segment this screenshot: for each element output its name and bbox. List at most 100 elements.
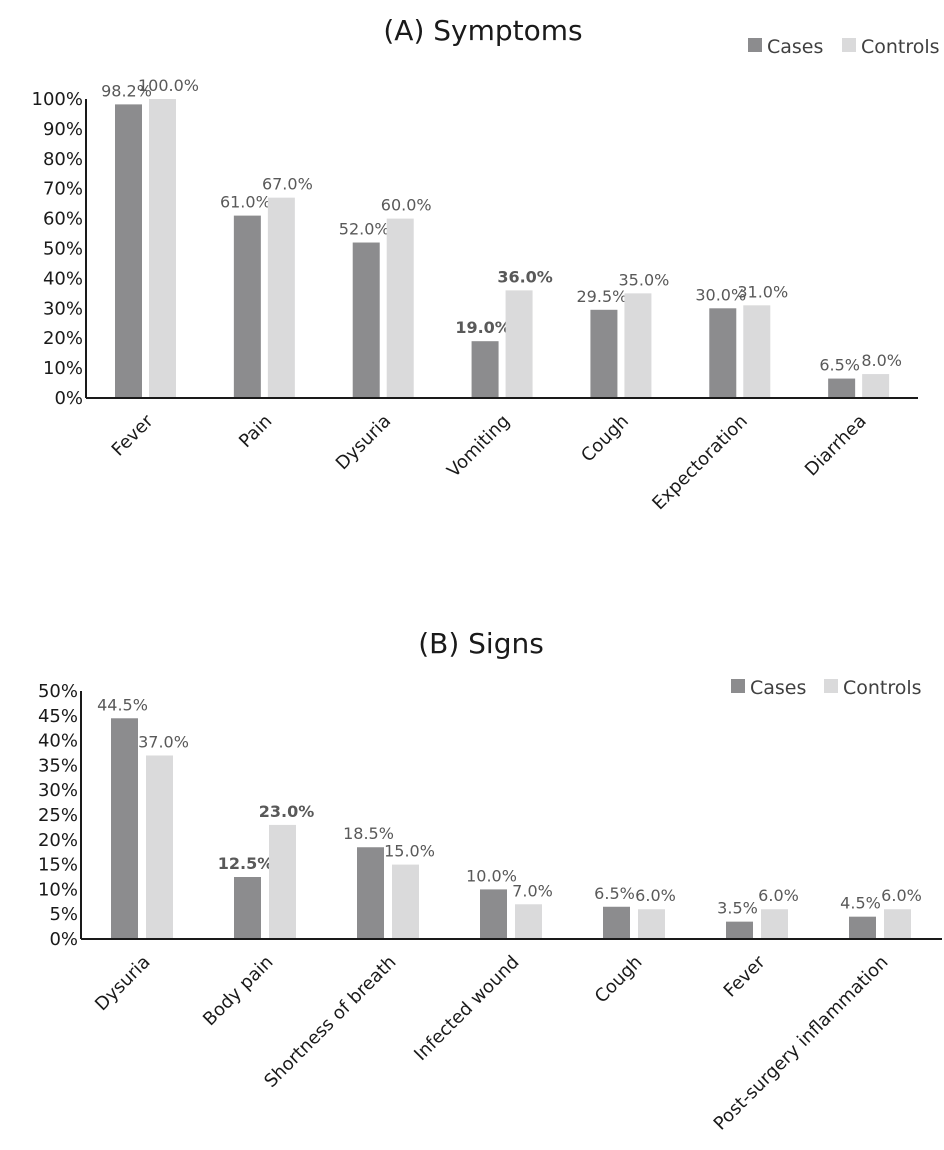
y-tick-label: 10% [38, 879, 78, 900]
data-label: 60.0% [381, 196, 432, 215]
y-tick-label: 15% [38, 855, 78, 876]
y-tick-label: 30% [38, 780, 78, 801]
bar-cases [357, 847, 384, 939]
data-label: 44.5% [97, 695, 148, 714]
legend-label-cases: Cases [767, 36, 823, 58]
bar-controls [743, 305, 771, 398]
data-label: 8.0% [861, 351, 902, 370]
bar-controls [862, 374, 890, 398]
category-label: Cough [577, 411, 633, 467]
bar-controls [149, 99, 176, 398]
y-tick-label: 40% [43, 268, 83, 289]
bar-cases [590, 309, 618, 398]
plot-area: 0% 5% 10% 15% 20% 25% 30% 35% 40% 45% 50% 44.5% 37.0… [38, 681, 942, 1135]
bar-cases [233, 215, 261, 398]
bar-controls [638, 909, 665, 939]
category-label: Body pain [199, 952, 278, 1031]
legend-label-controls: Controls [843, 677, 922, 699]
data-label: 6.5% [594, 884, 635, 903]
bar-controls [146, 755, 173, 939]
data-label: 23.0% [259, 802, 315, 821]
bar-cases [480, 889, 507, 939]
y-tick-label: 50% [38, 681, 78, 702]
data-label: 3.5% [717, 899, 758, 918]
bar-controls [624, 293, 652, 398]
legend-swatch-cases [748, 38, 762, 52]
data-label: 7.0% [512, 881, 553, 900]
y-tick-label: 40% [38, 731, 78, 752]
data-label: 6.0% [635, 886, 676, 905]
bar-cases [352, 242, 380, 398]
category-label: Dysuria [332, 411, 395, 474]
signs-chart: (B) Signs Cases Controls 0% 5% 10% 15% 20% 25… [38, 627, 942, 1135]
bar-cases [828, 378, 856, 398]
y-tick-label: 60% [43, 209, 83, 230]
legend-swatch-controls [842, 38, 856, 52]
bar-cases [471, 341, 499, 398]
data-label: 67.0% [262, 175, 313, 194]
bar-controls [386, 218, 414, 398]
bar-cases [849, 916, 876, 939]
data-label: 15.0% [384, 842, 435, 861]
y-tick-label: 100% [32, 89, 83, 110]
bar-controls [515, 904, 542, 939]
y-tick-label: 30% [43, 298, 83, 319]
data-label: 19.0% [455, 318, 511, 337]
legend-swatch-controls [824, 679, 838, 693]
y-tick-label: 80% [43, 149, 83, 170]
y-tick-label: 0% [54, 388, 83, 409]
data-label: 30.0% [695, 285, 746, 304]
legend: Cases Controls [748, 36, 940, 58]
data-label: 6.0% [881, 886, 922, 905]
category-label: Pain [235, 411, 276, 452]
data-label: 12.5% [218, 854, 274, 873]
data-label: 37.0% [138, 732, 189, 751]
y-tick-label: 10% [43, 358, 83, 379]
y-tick-label: 5% [49, 904, 78, 925]
bar-cases [234, 877, 261, 939]
y-tick-label: 20% [43, 328, 83, 349]
bar-cases [709, 308, 737, 398]
bar-cases [115, 104, 142, 398]
legend: Cases Controls [731, 677, 922, 699]
plot-area: 0% 10% 20% 30% 40% 50% 60% 70% 80% 90% 100% 98.2%10… [32, 76, 918, 514]
bar-controls [884, 909, 911, 939]
bar-controls [269, 824, 296, 939]
legend-label-cases: Cases [750, 677, 806, 699]
category-label: Fever [108, 410, 158, 460]
data-label: 31.0% [737, 282, 788, 301]
legend-swatch-cases [731, 679, 745, 693]
y-tick-label: 35% [38, 755, 78, 776]
bar-controls [267, 197, 295, 398]
bar-controls [392, 864, 419, 939]
data-label: 35.0% [619, 270, 670, 289]
category-label: Fever [720, 951, 770, 1001]
data-label: 10.0% [466, 866, 517, 885]
data-label: 6.5% [819, 356, 860, 375]
data-label: 100.0% [138, 76, 199, 95]
data-label: 52.0% [339, 220, 390, 239]
data-label: 4.5% [840, 894, 881, 913]
bar-cases [603, 906, 630, 939]
chart-title: (B) Signs [418, 627, 544, 660]
category-label: Infected wound [410, 952, 523, 1065]
y-tick-label: 70% [43, 179, 83, 200]
data-label: 18.5% [343, 824, 394, 843]
category-label: Expectoration [648, 411, 752, 515]
category-label: Dysuria [91, 952, 154, 1015]
bar-cases [111, 718, 138, 939]
category-label: Vomiting [443, 411, 514, 482]
chart-title: (A) Symptoms [383, 14, 582, 47]
symptoms-chart: (A) Symptoms Cases Controls 0% 10% 20% 30% 4… [32, 14, 940, 514]
category-label: Shortness of breath [260, 952, 400, 1092]
data-label: 6.0% [758, 886, 799, 905]
y-tick-label: 45% [38, 706, 78, 727]
legend-label-controls: Controls [861, 36, 940, 58]
bar-controls [761, 909, 788, 939]
data-label: 36.0% [497, 267, 553, 286]
y-tick-label: 20% [38, 830, 78, 851]
bar-cases [726, 921, 753, 939]
category-label: Cough [591, 952, 647, 1008]
y-tick-label: 25% [38, 805, 78, 826]
